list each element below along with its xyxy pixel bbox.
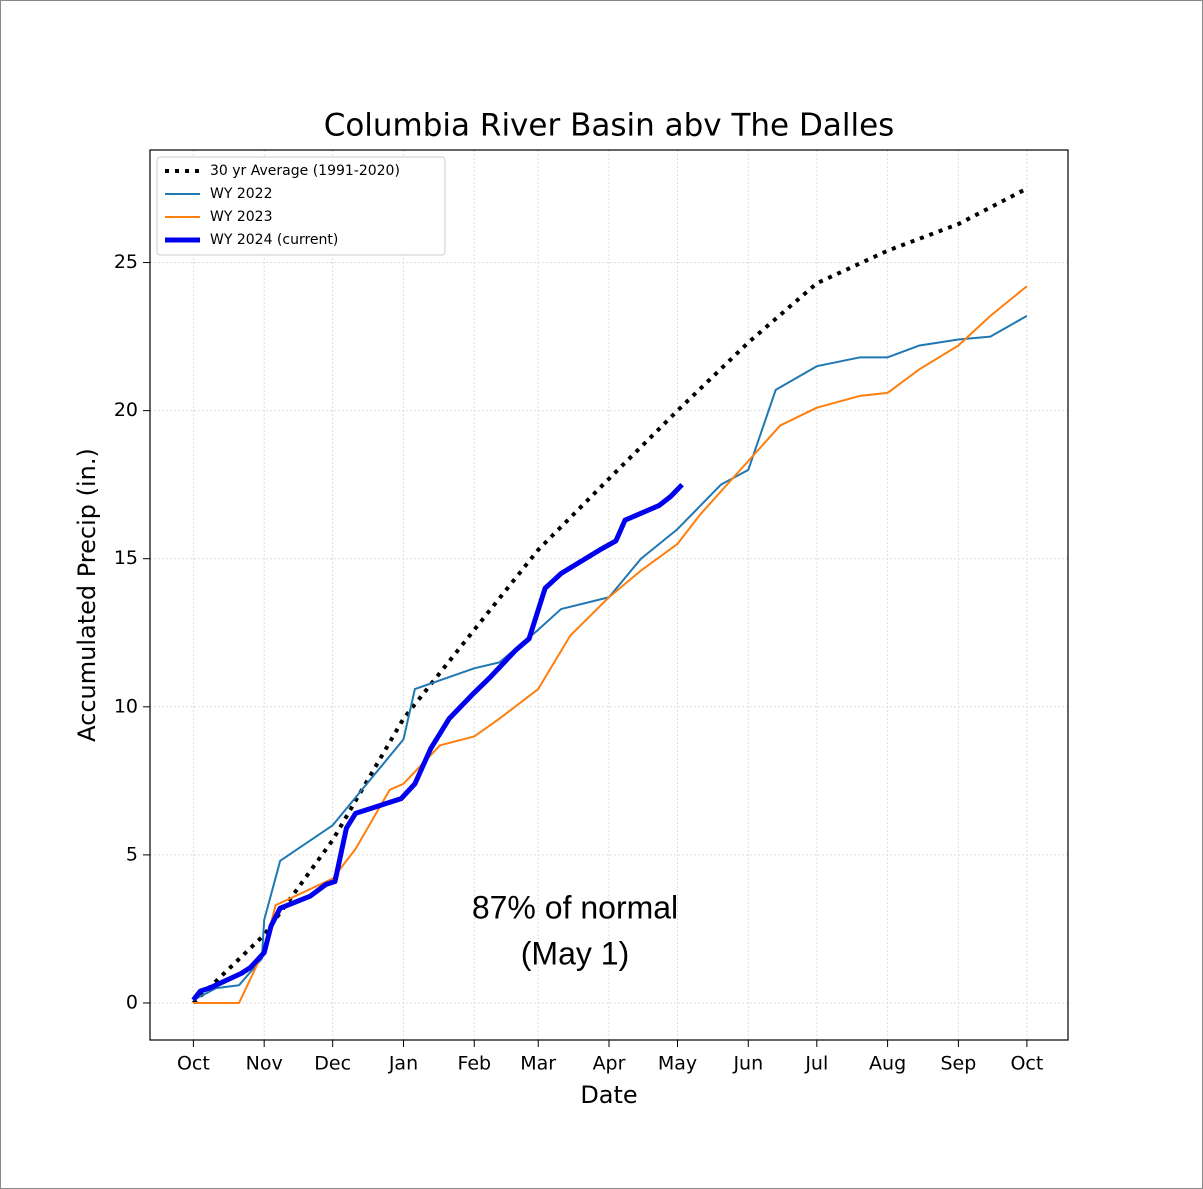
legend-label: 30 yr Average (1991-2020) [210, 163, 400, 179]
x-tick-label: Oct [1010, 1053, 1043, 1075]
line [192, 186, 1028, 1005]
legend-label: WY 2022 [210, 186, 272, 202]
x-tick-label: Feb [457, 1053, 491, 1075]
x-tick-label: May [658, 1053, 697, 1075]
y-tick-label: 0 [126, 991, 138, 1013]
y-axis-label: Accumulated Precip (in.) [73, 448, 101, 742]
x-tick-label: Apr [593, 1053, 626, 1075]
annotation: (May 1) [521, 935, 629, 971]
x-axis-label: Date [580, 1081, 637, 1109]
plot-frame [149, 149, 1069, 1041]
x-tick-label: Sep [940, 1053, 976, 1075]
legend-box [156, 156, 446, 256]
annotation: 87% of normal [472, 889, 678, 925]
x-tick-label: Jul [804, 1053, 828, 1075]
x-tick-label: Mar [520, 1053, 556, 1075]
chart-title: Columbia River Basin abv The Dalles [324, 108, 895, 144]
y-tick-label: 20 [114, 399, 138, 421]
x-tick-label: Oct [177, 1053, 210, 1075]
y-tick-label: 10 [114, 695, 138, 717]
legend-label: WY 2024 (current) [210, 232, 338, 248]
x-tick-label: Jan [388, 1053, 418, 1075]
y-tick-label: 5 [126, 843, 138, 865]
y-tick-label: 15 [114, 547, 138, 569]
line [192, 314, 1028, 1001]
legend: 30 yr Average (1991-2020) WY 2022 WY 2023 W… [156, 156, 446, 256]
x-tick-label: Nov [246, 1053, 283, 1075]
legend-label: WY 2023 [210, 209, 272, 225]
line [191, 482, 684, 1002]
x-tick-label: Aug [869, 1053, 906, 1075]
x-tick-label: Jun [732, 1053, 763, 1075]
y-tick-label: 25 [114, 251, 138, 273]
x-tick-label: Dec [314, 1053, 351, 1075]
